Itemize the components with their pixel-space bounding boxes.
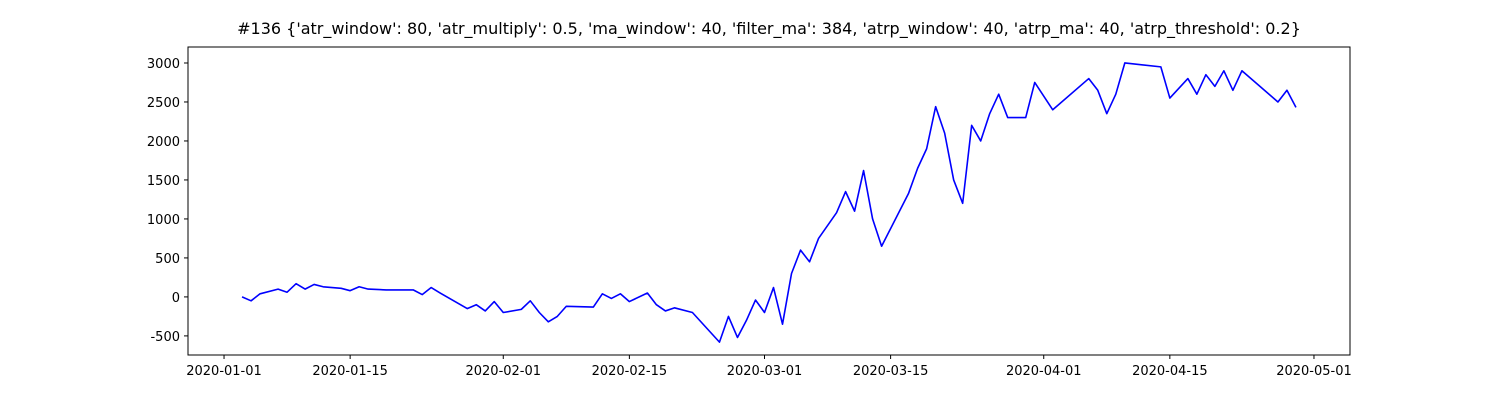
line-series bbox=[241, 62, 1297, 343]
y-tick-label: 0 bbox=[172, 291, 180, 306]
y-tick-label: 500 bbox=[155, 252, 180, 267]
y-tick-label: -500 bbox=[150, 330, 180, 345]
x-tick-label: 2020-04-15 bbox=[1132, 364, 1208, 379]
plot-frame bbox=[187, 46, 1351, 356]
x-tick-label: 2020-05-01 bbox=[1276, 364, 1352, 379]
y-tick-label: 2000 bbox=[147, 135, 180, 150]
x-tick-label: 2020-02-15 bbox=[592, 364, 668, 379]
y-tick-label: 3000 bbox=[147, 57, 180, 72]
x-tick-label: 2020-04-01 bbox=[1006, 364, 1082, 379]
y-tick-label: 1000 bbox=[147, 213, 180, 228]
x-tick-label: 2020-01-01 bbox=[186, 364, 262, 379]
y-tick-label: 2500 bbox=[147, 96, 180, 111]
x-tick-label: 2020-01-15 bbox=[312, 364, 388, 379]
y-tick-label: 1500 bbox=[147, 174, 180, 189]
x-tick-label: 2020-03-01 bbox=[727, 364, 803, 379]
x-tick-label: 2020-03-15 bbox=[853, 364, 929, 379]
x-tick-label: 2020-02-01 bbox=[465, 364, 541, 379]
chart-title: #136 {'atr_window': 80, 'atr_multiply': … bbox=[237, 19, 1301, 39]
